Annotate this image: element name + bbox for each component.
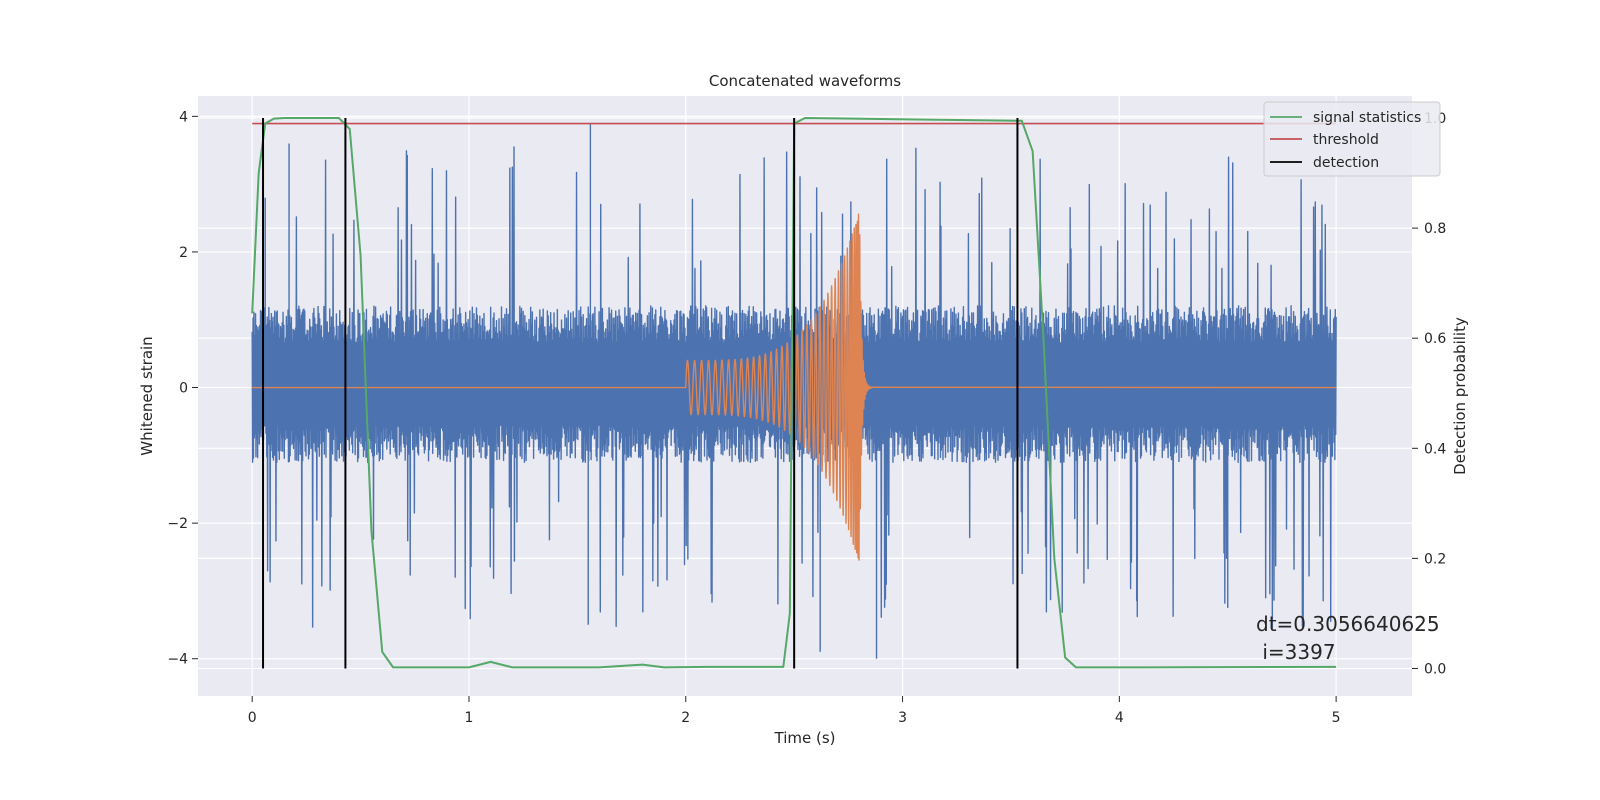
series-signal-statistics-line bbox=[251, 117, 1337, 669]
legend-box bbox=[1263, 101, 1441, 177]
chart-title: Concatenated waveforms bbox=[709, 72, 901, 90]
y-right-tick-label: 0.0 bbox=[1424, 661, 1446, 677]
legend-label-threshold: threshold bbox=[1313, 132, 1379, 148]
x-tick-label: 1 bbox=[465, 710, 474, 726]
x-tick-label: 0 bbox=[248, 710, 257, 726]
y-axis-label-left: Whitened strain bbox=[138, 336, 156, 455]
y-right-tick-label: 0.2 bbox=[1424, 551, 1446, 567]
y-right-tick-label: 0.8 bbox=[1424, 221, 1446, 237]
series-layer bbox=[251, 117, 1337, 669]
annotation-dt: dt=0.3056640625 bbox=[1256, 612, 1440, 636]
x-tick-label: 2 bbox=[681, 710, 690, 726]
y-right-tick-label: 0.4 bbox=[1424, 441, 1446, 457]
y-axis-label-right: Detection probability bbox=[1451, 317, 1469, 475]
x-axis-label: Time (s) bbox=[774, 729, 836, 747]
series-chirp-waveform-line bbox=[252, 213, 1337, 561]
y-left-tick-label: −4 bbox=[167, 652, 188, 668]
x-tick-label: 5 bbox=[1332, 710, 1341, 726]
y-left-tick-label: 4 bbox=[179, 109, 188, 125]
y-right-tick-label: 0.6 bbox=[1424, 331, 1446, 347]
annotation-index: i=3397 bbox=[1256, 640, 1336, 664]
y-left-tick-label: −2 bbox=[167, 516, 188, 532]
x-tick-label: 4 bbox=[1115, 710, 1124, 726]
legend-label-detection: detection bbox=[1313, 155, 1379, 171]
legend-label-signal-statistics: signal statistics bbox=[1313, 110, 1421, 126]
x-tick-label: 3 bbox=[898, 710, 907, 726]
y-left-tick-label: 2 bbox=[179, 245, 188, 261]
y-left-tick-label: 0 bbox=[179, 381, 188, 397]
legend: signal statistics threshold detection bbox=[1263, 101, 1441, 177]
